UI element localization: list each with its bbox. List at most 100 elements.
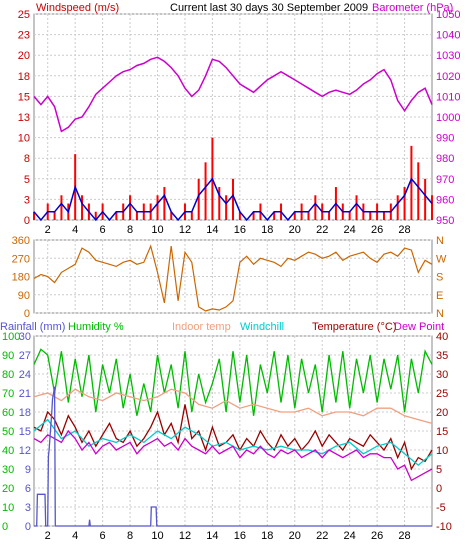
y-tick-label: 10	[18, 133, 30, 145]
y-tick-label: 50	[2, 426, 14, 438]
y-tick-label: 1050	[436, 9, 460, 21]
y-tick-label: 20	[18, 50, 30, 62]
y-tick-label: 15	[18, 91, 30, 103]
y-tick-label: 9	[25, 464, 31, 476]
x-tick-label: 10	[151, 530, 163, 542]
x-tick-label: 24	[344, 224, 356, 236]
x-tick-label: 8	[127, 224, 133, 236]
y-tick-label: 23	[18, 30, 30, 42]
x-tick-label: 28	[398, 530, 410, 542]
y-tick-label: 0	[25, 521, 31, 533]
avg-wind-line	[33, 177, 433, 222]
y-tick-label: 12	[19, 445, 31, 457]
barometer-label: Barometer (hPa)	[372, 2, 453, 14]
y-tick-label: 90	[2, 350, 14, 362]
x-tick-label: 20	[289, 530, 301, 542]
x-tick-label: 20	[289, 224, 301, 236]
y-tick-label: 30	[19, 331, 31, 343]
x-tick-label: 2	[45, 224, 51, 236]
y-tick-label: 0	[2, 521, 8, 533]
y-tick-label: 990	[436, 133, 454, 145]
dewpoint-label: Dew Point	[394, 321, 444, 333]
chart-title: Current last 30 days 30 September 2009	[170, 2, 368, 14]
indoor-temp-label: Indoor temp	[172, 321, 231, 333]
temperature-c-line	[33, 404, 433, 471]
y-tick-label: 25	[18, 9, 30, 21]
y-tick-label: 40	[2, 445, 14, 457]
y-tick-label: 25	[436, 388, 448, 400]
windchill-label: Windchill	[240, 321, 284, 333]
y-tick-label: 100	[2, 331, 20, 343]
y-tick-label: S	[436, 272, 443, 284]
y-tick-label: 5	[24, 174, 30, 186]
y-tick-label: 21	[19, 388, 31, 400]
plot1-series	[33, 56, 433, 222]
wind-baro-panel: Windspeed (m/s) Current last 30 days 30 …	[18, 2, 461, 236]
y-tick-label: 90	[18, 290, 30, 302]
x-tick-label: 6	[100, 530, 106, 542]
x-tick-label: 6	[100, 224, 106, 236]
y-tick-label: 1000	[436, 112, 460, 124]
y-tick-label: 10	[2, 502, 14, 514]
y-tick-label: -10	[436, 521, 452, 533]
rainfall-label: Rainfall (mm)	[0, 321, 65, 333]
y-tick-label: E	[436, 290, 443, 302]
x-tick-label: 26	[371, 224, 383, 236]
plot1-right-ticks: 950 960 970 980 990 1000 1010 1020 1030 1040 1050	[436, 9, 460, 227]
y-tick-label: 40	[436, 331, 448, 343]
temperature-panel: Rainfall (mm) Humidity % Indoor temp Win…	[0, 321, 452, 542]
temperature-label: Temperature (°C)	[312, 321, 396, 333]
y-tick-label: 3	[25, 502, 31, 514]
y-tick-label: 30	[2, 464, 14, 476]
plot3-series	[33, 348, 433, 527]
y-tick-label: 10	[436, 445, 448, 457]
x-tick-label: 22	[316, 224, 328, 236]
y-tick-label: 13	[18, 112, 30, 124]
x-tick-label: 14	[206, 530, 218, 542]
y-tick-label: 0	[436, 483, 442, 495]
x-tick-label: 26	[371, 530, 383, 542]
y-tick-label: 20	[436, 407, 448, 419]
humidity-line	[33, 348, 433, 416]
x-tick-label: 8	[127, 530, 133, 542]
x-tick-label: 22	[316, 530, 328, 542]
y-tick-label: 80	[2, 369, 14, 381]
y-tick-label: 5	[436, 464, 442, 476]
y-tick-label: 3	[24, 194, 30, 206]
rainfall-mm-line	[34, 386, 432, 527]
y-tick-label: N	[436, 235, 444, 247]
x-tick-label: 4	[72, 224, 78, 236]
x-tick-label: 4	[72, 530, 78, 542]
indoor-temp-line	[33, 388, 433, 425]
plot3-rain-ticks: 0 3 6 9 12 15 18 21 24 27 30	[19, 331, 31, 533]
y-tick-label: 6	[25, 483, 31, 495]
windspeed-label: Windspeed (m/s)	[36, 2, 119, 14]
plot2-frame	[33, 239, 433, 314]
plot2-left-ticks: 0 90 180 270 360	[12, 235, 30, 320]
plot3-grid	[34, 335, 432, 527]
y-tick-label: 8	[24, 153, 30, 165]
y-tick-label: 1030	[436, 50, 460, 62]
y-tick-label: 70	[2, 388, 14, 400]
x-tick-label: 12	[179, 530, 191, 542]
y-tick-label: 1040	[436, 30, 460, 42]
y-tick-label: 1020	[436, 71, 460, 83]
y-tick-label: 980	[436, 153, 454, 165]
x-tick-label: 18	[261, 530, 273, 542]
y-tick-label: 15	[436, 426, 448, 438]
y-tick-label: 270	[12, 253, 30, 265]
plot3-humidity-ticks: 0 10 20 30 40 50 60 70 80 90 100	[2, 331, 20, 533]
y-tick-label: 18	[18, 71, 30, 83]
y-tick-label: 20	[2, 483, 14, 495]
y-tick-label: -5	[436, 502, 446, 514]
x-tick-label: 16	[234, 224, 246, 236]
y-tick-label: 60	[2, 407, 14, 419]
y-tick-label: 15	[19, 426, 31, 438]
wind-direction-line	[33, 244, 433, 312]
plot3-temp-ticks: -10 -5 0 5 10 15 20 25 30 35 40	[436, 331, 452, 533]
x-tick-label: 14	[206, 224, 218, 236]
y-tick-label: 35	[436, 350, 448, 362]
plot2-grid	[34, 239, 432, 314]
y-tick-label: 960	[436, 194, 454, 206]
